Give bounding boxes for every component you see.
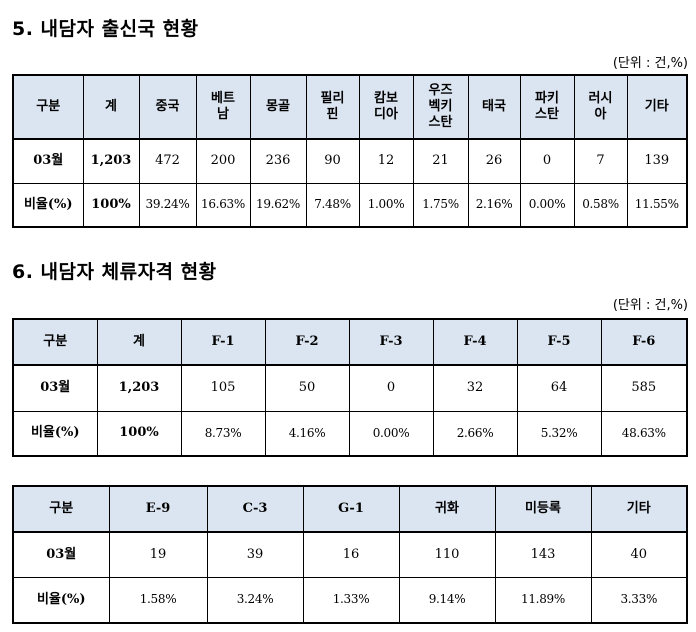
count-cell: 64 [516, 364, 602, 412]
row-label: 03월 [12, 531, 110, 578]
count-cell: 32 [432, 364, 518, 412]
header-cell: 구분 [12, 74, 84, 140]
section5-title: 5. 내담자 출신국 현황 [12, 18, 199, 40]
section6-unit: (단위 : 건,%) [612, 298, 688, 313]
count-cell: 19 [108, 531, 208, 578]
header-cell: 파키 스탄 [519, 74, 575, 140]
header-cell: 계 [96, 318, 182, 366]
ratio-cell: 0.00% [519, 182, 575, 228]
count-cell: 472 [138, 138, 197, 184]
ratio-cell: 2.66% [432, 410, 518, 457]
residence-status-table-2: 구분 E-9 C-3 G-1 귀화 미등록 기타 03월 19 39 16 11… [12, 485, 688, 624]
count-cell: 139 [626, 138, 688, 184]
header-cell: F-5 [516, 318, 602, 366]
row-label: 비율(%) [12, 576, 110, 624]
row-label: 비율(%) [12, 410, 98, 457]
header-cell: F-2 [264, 318, 350, 366]
header-cell: 베트 남 [195, 74, 251, 140]
ratio-cell: 1.00% [358, 182, 414, 228]
origin-count-row: 03월 1,203 472 200 236 90 12 21 26 0 7 13… [12, 138, 688, 184]
ratio-cell: 48.63% [600, 410, 688, 457]
count-cell: 105 [180, 364, 266, 412]
header-cell: 구분 [12, 318, 98, 366]
header-cell: 몽골 [249, 74, 307, 140]
header-cell: F-1 [180, 318, 266, 366]
residence-status-table-1: 구분 계 F-1 F-2 F-3 F-4 F-5 F-6 03월 1,203 1… [12, 318, 688, 457]
count-cell: 12 [358, 138, 414, 184]
header-cell: 캄보 디아 [358, 74, 414, 140]
status2-count-row: 03월 19 39 16 110 143 40 [12, 531, 688, 578]
header-cell: 귀화 [398, 485, 496, 533]
count-cell: 16 [302, 531, 400, 578]
count-cell: 585 [600, 364, 688, 412]
total-cell: 1,203 [82, 138, 140, 184]
count-cell: 0 [519, 138, 575, 184]
ratio-cell: 3.24% [206, 576, 304, 624]
count-cell: 50 [264, 364, 350, 412]
row-label: 03월 [12, 364, 98, 412]
section5-unit: (단위 : 건,%) [612, 56, 688, 71]
ratio-cell: 1.33% [302, 576, 400, 624]
header-cell: C-3 [206, 485, 304, 533]
total-cell: 1,203 [96, 364, 182, 412]
count-cell: 200 [195, 138, 251, 184]
ratio-cell: 4.16% [264, 410, 350, 457]
header-cell: 구분 [12, 485, 110, 533]
header-cell: F-6 [600, 318, 688, 366]
header-cell: 기타 [626, 74, 688, 140]
header-cell: 기타 [590, 485, 688, 533]
count-cell: 110 [398, 531, 496, 578]
ratio-cell: 7.48% [305, 182, 360, 228]
ratio-cell: 0.00% [348, 410, 434, 457]
section6-title: 6. 내담자 체류자격 현황 [12, 261, 217, 283]
header-cell: G-1 [302, 485, 400, 533]
header-cell: 러시 아 [573, 74, 628, 140]
row-label: 03월 [12, 138, 84, 184]
ratio-cell: 5.32% [516, 410, 602, 457]
header-cell: E-9 [108, 485, 208, 533]
count-cell: 21 [412, 138, 469, 184]
ratio-cell: 0.58% [573, 182, 628, 228]
ratio-cell: 9.14% [398, 576, 496, 624]
header-cell: 필리 핀 [305, 74, 360, 140]
ratio-cell: 3.33% [590, 576, 688, 624]
ratio-cell: 39.24% [138, 182, 197, 228]
ratio-cell: 11.89% [494, 576, 592, 624]
count-cell: 0 [348, 364, 434, 412]
header-cell: 우즈 벡키 스탄 [412, 74, 469, 140]
count-cell: 143 [494, 531, 592, 578]
status1-ratio-row: 비율(%) 100% 8.73% 4.16% 0.00% 2.66% 5.32%… [12, 410, 688, 457]
count-cell: 26 [467, 138, 521, 184]
header-cell: 태국 [467, 74, 521, 140]
header-cell: F-3 [348, 318, 434, 366]
header-cell: 미등록 [494, 485, 592, 533]
count-cell: 39 [206, 531, 304, 578]
origin-country-table: 구분 계 중국 베트 남 몽골 필리 핀 캄보 디아 우즈 벡키 스탄 태국 파… [12, 74, 688, 228]
ratio-cell: 2.16% [467, 182, 521, 228]
count-cell: 236 [249, 138, 307, 184]
count-cell: 90 [305, 138, 360, 184]
count-cell: 7 [573, 138, 628, 184]
status1-count-row: 03월 1,203 105 50 0 32 64 585 [12, 364, 688, 412]
total-ratio-cell: 100% [96, 410, 182, 457]
origin-header-row: 구분 계 중국 베트 남 몽골 필리 핀 캄보 디아 우즈 벡키 스탄 태국 파… [12, 74, 688, 140]
header-cell: F-4 [432, 318, 518, 366]
header-cell: 중국 [138, 74, 197, 140]
count-cell: 40 [590, 531, 688, 578]
ratio-cell: 11.55% [626, 182, 688, 228]
ratio-cell: 1.75% [412, 182, 469, 228]
ratio-cell: 1.58% [108, 576, 208, 624]
origin-ratio-row: 비율(%) 100% 39.24% 16.63% 19.62% 7.48% 1.… [12, 182, 688, 228]
status2-header-row: 구분 E-9 C-3 G-1 귀화 미등록 기타 [12, 485, 688, 533]
total-ratio-cell: 100% [82, 182, 140, 228]
ratio-cell: 19.62% [249, 182, 307, 228]
status1-header-row: 구분 계 F-1 F-2 F-3 F-4 F-5 F-6 [12, 318, 688, 366]
row-label: 비율(%) [12, 182, 84, 228]
status2-ratio-row: 비율(%) 1.58% 3.24% 1.33% 9.14% 11.89% 3.3… [12, 576, 688, 624]
ratio-cell: 8.73% [180, 410, 266, 457]
ratio-cell: 16.63% [195, 182, 251, 228]
header-cell: 계 [82, 74, 140, 140]
